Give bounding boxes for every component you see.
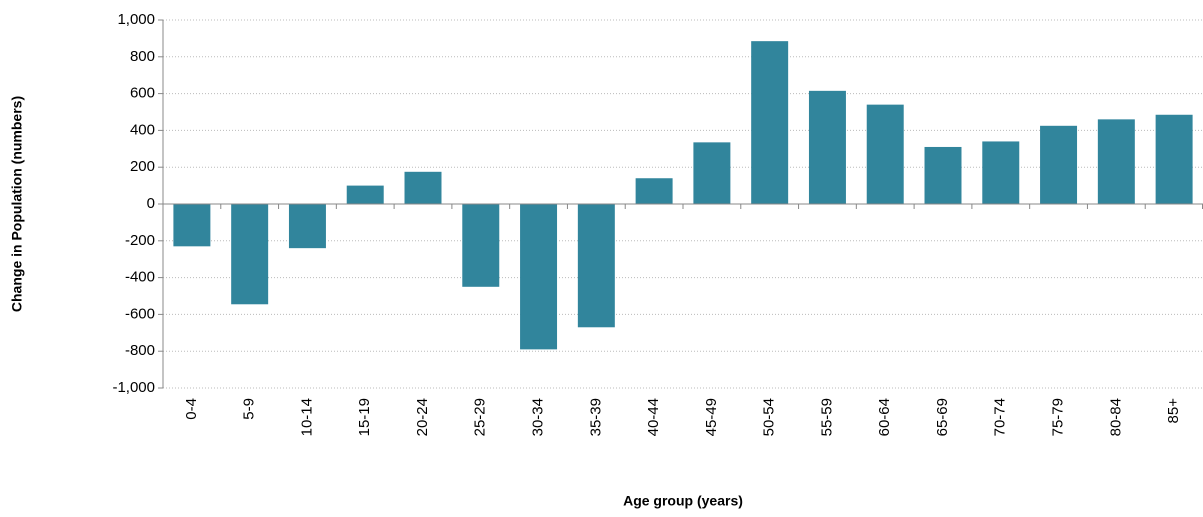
x-tick-label: 70-74 — [992, 398, 1009, 436]
y-tick-label: 1,000 — [117, 11, 155, 28]
x-tick-label: 25-29 — [472, 398, 489, 436]
bar — [924, 146, 962, 204]
y-tick-label: -1,000 — [112, 379, 155, 396]
y-tick-label: -800 — [125, 342, 155, 359]
bar — [462, 204, 500, 287]
x-tick-label: 65-69 — [934, 398, 951, 436]
bar — [231, 204, 269, 305]
y-tick-label: -200 — [125, 232, 155, 249]
bar — [751, 41, 789, 204]
x-tick-label: 20-24 — [414, 398, 431, 436]
bar — [577, 204, 615, 328]
y-tick-label: 200 — [130, 158, 155, 175]
x-tick-label: 10-14 — [298, 398, 315, 436]
x-tick-label: 55-59 — [818, 398, 835, 436]
x-tick-label: 75-79 — [1050, 398, 1067, 436]
bar — [1155, 114, 1193, 204]
bar — [1097, 119, 1135, 204]
bar — [346, 185, 384, 204]
x-tick-label: 35-39 — [587, 398, 604, 436]
x-tick-label: 80-84 — [1107, 398, 1124, 436]
y-tick-label: 400 — [130, 121, 155, 138]
x-tick-label: 85+ — [1165, 398, 1182, 424]
x-tick-label: 50-54 — [761, 398, 778, 436]
bar — [982, 141, 1020, 204]
y-axis-title: Change in Population (numbers) — [9, 96, 25, 312]
x-axis-title: Age group (years) — [623, 493, 743, 509]
x-tick-label: 45-49 — [703, 398, 720, 436]
x-tick-label: 0-4 — [183, 398, 200, 420]
bar — [808, 90, 846, 204]
x-tick-label: 60-64 — [876, 398, 893, 436]
bar — [866, 104, 904, 204]
bar — [520, 204, 558, 350]
bar — [635, 178, 673, 204]
y-tick-label: 800 — [130, 48, 155, 65]
x-tick-label: 15-19 — [356, 398, 373, 436]
bar — [288, 204, 326, 249]
bar — [404, 171, 442, 204]
bar — [693, 142, 731, 204]
y-tick-label: -400 — [125, 269, 155, 286]
y-tick-label: 600 — [130, 85, 155, 102]
y-tick-label: -600 — [125, 305, 155, 322]
y-tick-label: 0 — [147, 195, 155, 212]
bar — [1040, 125, 1078, 204]
x-tick-label: 5-9 — [241, 398, 258, 420]
x-tick-label: 40-44 — [645, 398, 662, 436]
x-tick-label: 30-34 — [530, 398, 547, 436]
bar — [173, 204, 211, 247]
